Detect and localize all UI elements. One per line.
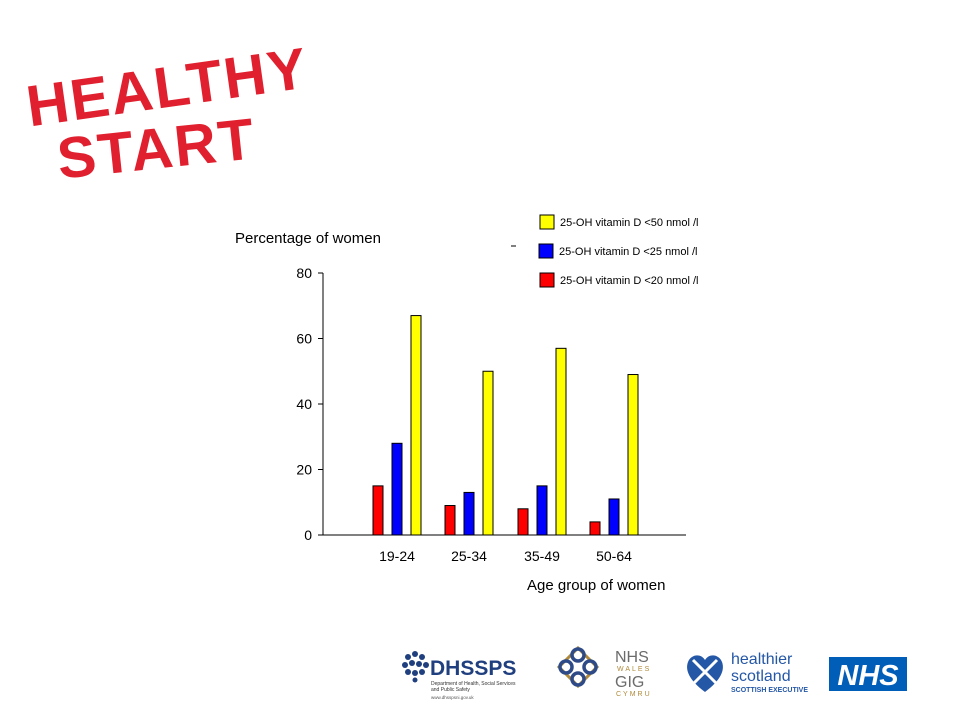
nhs-logo-text: NHS (837, 660, 899, 691)
dhssps-url: www.dhsspsni.gov.uk (431, 695, 474, 700)
legend-swatch-1 (538, 243, 554, 259)
x-ticks: 19-24 25-34 35-49 50-64 (379, 548, 632, 564)
bar-25-34-series-0 (444, 505, 456, 536)
bar-25-34-series-2 (482, 370, 494, 536)
healthier-line1: healthier (731, 651, 793, 668)
x-tick-label: 50-64 (596, 548, 632, 564)
x-tick-label: 25-34 (451, 548, 487, 564)
nhs-wales-cymru: CYMRU (616, 691, 652, 698)
bar-19-24-series-1 (391, 442, 403, 536)
legend-label-1: 25-OH vitamin D <25 nmol /l (559, 246, 697, 258)
nhs-wales-wales: WALES (617, 666, 651, 673)
nhs-wales-gig: GIG (615, 674, 644, 691)
y-tick-label: 80 (296, 265, 312, 281)
x-tick-label: 19-24 (379, 548, 415, 564)
bar-50-64-series-2 (627, 374, 639, 536)
healthier-line3: SCOTTISH EXECUTIVE (731, 687, 808, 694)
legend-label-2: 25-OH vitamin D <50 nmol /l (560, 217, 698, 229)
nhs-wales-nhs: NHS (615, 649, 649, 666)
nhs-wales-logo: NHS WALES GIG CYMRU (556, 645, 652, 698)
y-ticks: 0 20 40 60 80 (296, 265, 323, 543)
y-tick-label: 0 (304, 527, 312, 543)
bar-19-24-series-0 (372, 485, 384, 536)
dhssps-logo: DHSSPS Department of Health, Social Serv… (402, 651, 516, 700)
bar-25-34-series-1 (463, 491, 475, 536)
dhssps-name: DHSSPS (430, 657, 516, 680)
healthier-scotland-logo: healthier scotland SCOTTISH EXECUTIVE (687, 651, 808, 694)
legend: 25-OH vitamin D <50 nmol /l 25-OH vitamin… (538, 214, 698, 288)
bar-35-49-series-1 (536, 485, 548, 536)
legend-swatch-0 (539, 272, 555, 288)
healthy-start-logo: HEALTHY START (23, 36, 310, 180)
bar-50-64-series-0 (589, 521, 601, 536)
legend-label-0: 25-OH vitamin D <20 nmol /l (560, 275, 698, 287)
healthier-line2: scotland (731, 668, 791, 685)
y-axis-label: Percentage of women (235, 230, 381, 247)
dhssps-line2: and Public Safety (431, 687, 470, 693)
y-tick-label: 20 (296, 462, 312, 478)
bars (372, 315, 639, 536)
legend-swatch-2 (539, 214, 555, 230)
bar-50-64-series-1 (608, 498, 620, 536)
bar-19-24-series-2 (410, 315, 422, 536)
y-tick-label: 60 (296, 331, 312, 347)
x-tick-label: 35-49 (524, 548, 560, 564)
bar-35-49-series-2 (555, 347, 567, 536)
nhs-logo: NHS (829, 657, 907, 691)
x-axis-label: Age group of women (527, 577, 665, 594)
bar-35-49-series-0 (517, 508, 529, 536)
y-tick-label: 40 (296, 396, 312, 412)
dhssps-line1: Department of Health, Social Services (431, 681, 516, 687)
